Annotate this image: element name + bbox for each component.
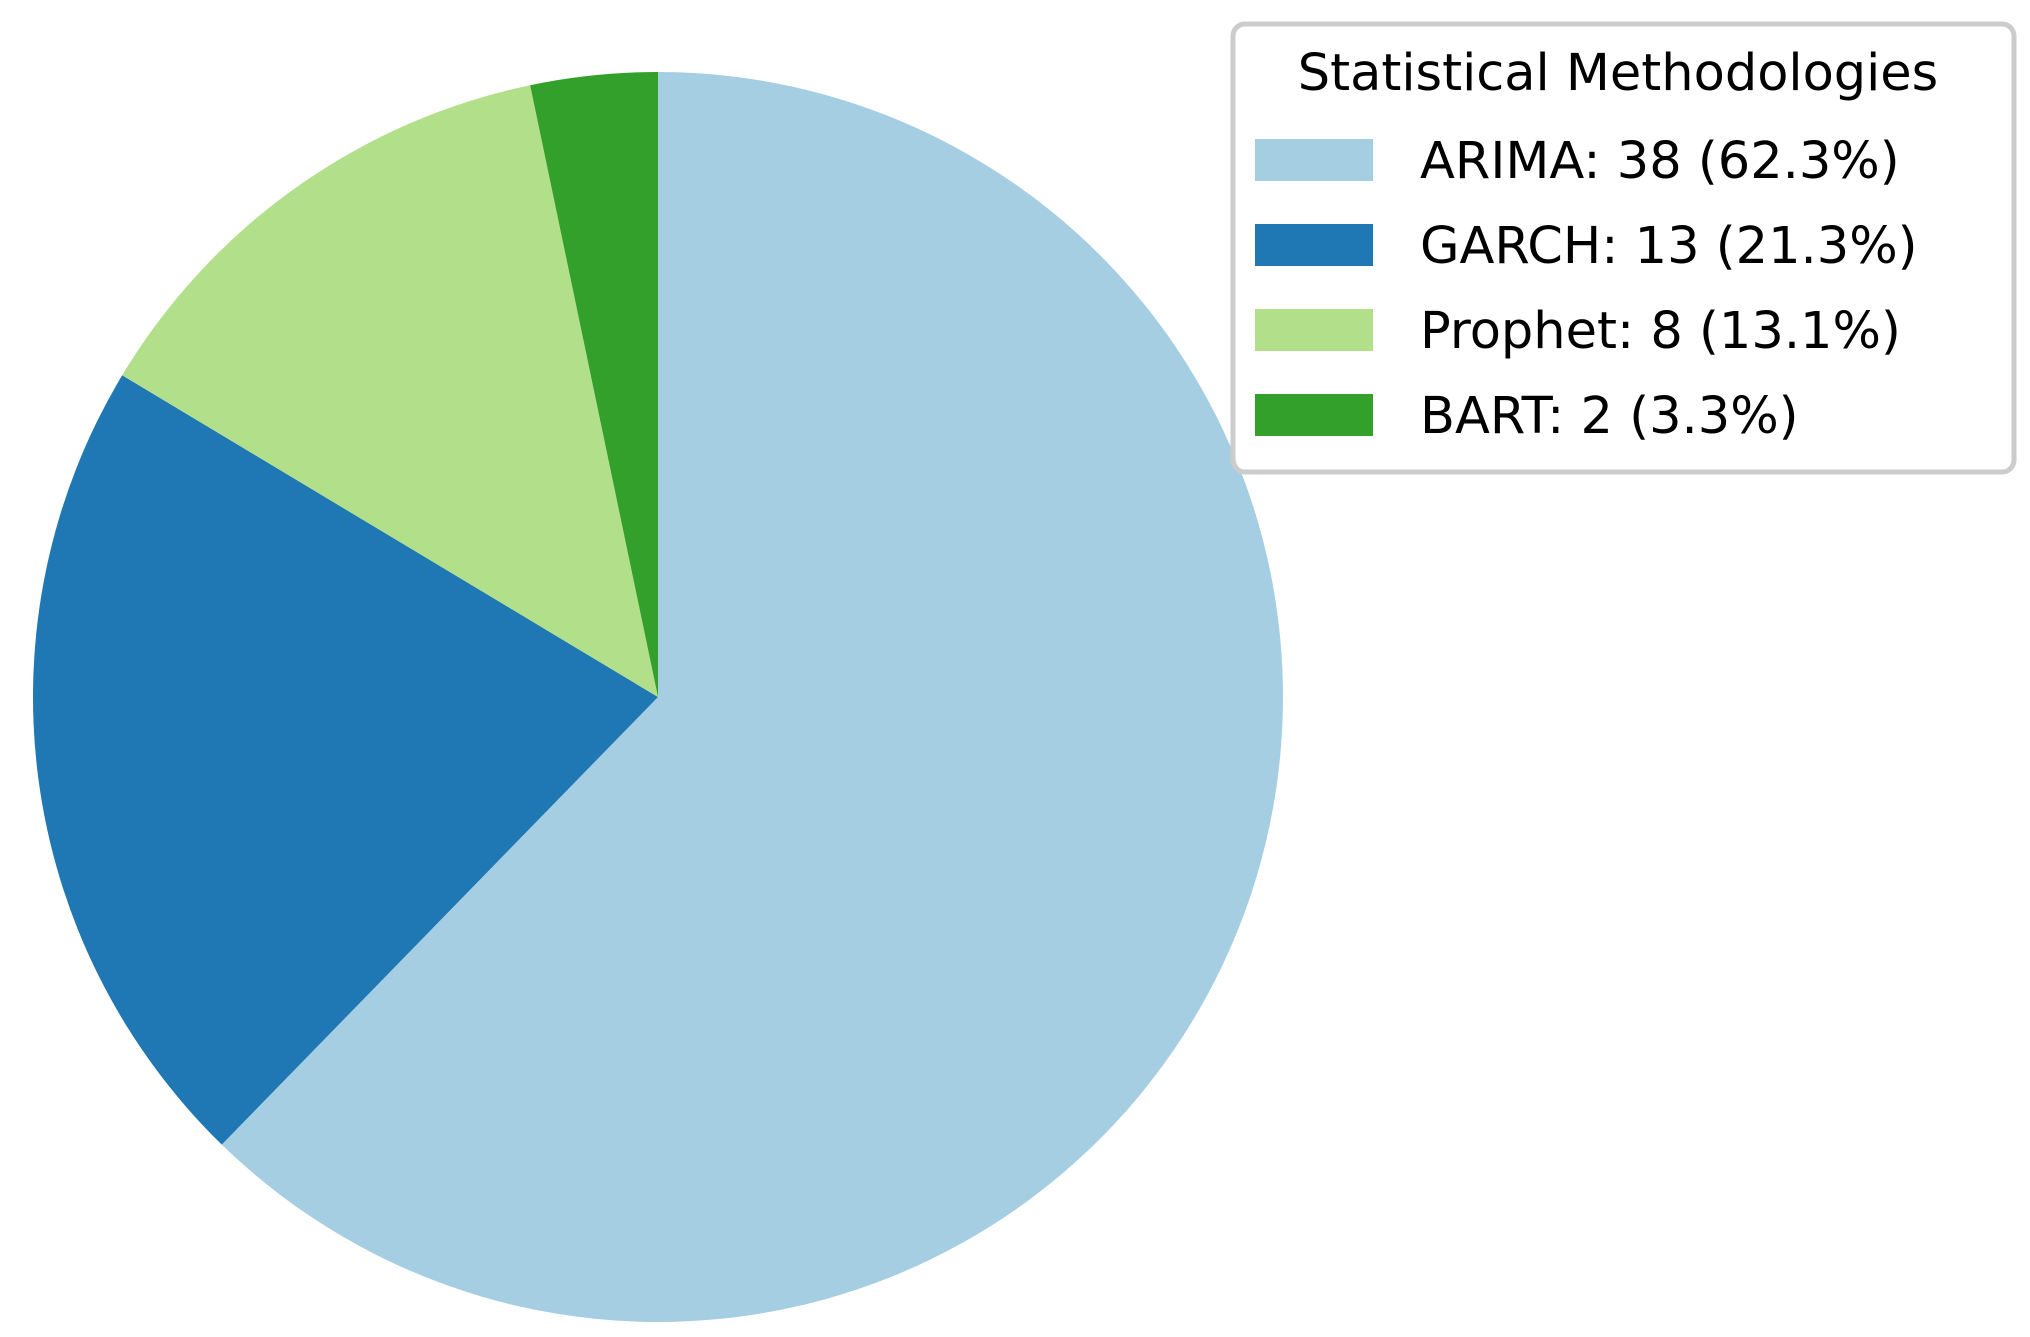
pie-slice-garch [32,375,658,1145]
pie-slice-arima [221,72,1283,1323]
legend-entry-bart: BART: 2 (3.3%) [1255,387,1799,446]
legend-swatch [1255,394,1373,436]
legend-swatch [1255,139,1373,181]
legend-swatch [1255,309,1373,351]
pie-slice-bart [530,72,658,697]
legend-label: Prophet: 8 (13.1%) [1420,302,1901,361]
legend-entry-arima: ARIMA: 38 (62.3%) [1255,132,1900,191]
legend-entries: ARIMA: 38 (62.3%) GARCH: 13 (21.3%) Prophe… [1255,132,1918,446]
legend-entry-garch: GARCH: 13 (21.3%) [1255,217,1918,276]
legend-label: GARCH: 13 (21.3%) [1420,217,1918,276]
legend-swatch [1255,224,1373,266]
legend-label: ARIMA: 38 (62.3%) [1420,132,1900,191]
pie-slices [32,72,1283,1323]
legend-title: Statistical Methodologies [1298,44,1939,103]
legend-label: BART: 2 (3.3%) [1420,387,1799,446]
legend-frame [1230,21,2017,475]
legend: Statistical Methodologies ARIMA: 38 (62.… [1230,21,2017,475]
pie-slice-prophet [122,85,659,698]
legend-entry-prophet: Prophet: 8 (13.1%) [1255,302,1901,361]
